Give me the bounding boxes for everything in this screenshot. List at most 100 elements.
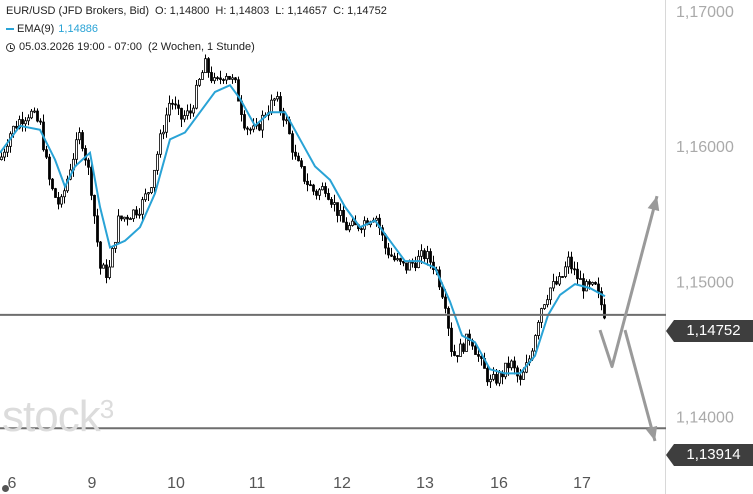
stock3-watermark-logo: stock3 (2, 392, 115, 442)
candle-body (105, 264, 108, 278)
forecast-arrow-head-icon (645, 425, 658, 441)
candle-body (477, 354, 480, 357)
candle-body (573, 268, 576, 271)
candle-body (228, 75, 231, 80)
candle-body (495, 374, 498, 384)
candle-body (315, 190, 318, 196)
candle-body (513, 360, 516, 369)
candle-body (390, 254, 393, 257)
candle-body (558, 276, 561, 285)
x-tick-label: 17 (573, 475, 591, 492)
candle-body (312, 184, 315, 192)
candle-body (129, 218, 132, 221)
candle-body (399, 258, 402, 262)
ema-value: 1,14886 (58, 23, 99, 35)
x-tick-label: 6 (8, 475, 17, 492)
candle-body (144, 193, 147, 201)
candle-body (6, 145, 9, 153)
legend-ema-row[interactable]: EMA(9) 1,14886 (6, 20, 387, 38)
candle-body (276, 96, 279, 100)
candle-body (252, 125, 255, 130)
candle-body (567, 256, 570, 268)
candle-body (111, 248, 114, 268)
forecast-arrow-head-icon (647, 196, 660, 212)
high-label: H: (215, 5, 227, 17)
candle-body (219, 77, 222, 80)
candle-body (27, 117, 30, 122)
candle-body (570, 256, 573, 270)
candle-body (222, 79, 225, 81)
candle-body (522, 371, 525, 380)
candle-body (45, 149, 48, 158)
candle-body (243, 114, 246, 129)
candle-body (420, 250, 423, 257)
candle-body (507, 362, 510, 369)
candle-body (447, 307, 450, 329)
candle-body (60, 196, 63, 205)
candle-body (534, 335, 537, 352)
candle-body (15, 125, 18, 129)
candle-body (498, 372, 501, 384)
x-tick-label: 16 (490, 475, 508, 492)
candle-body (294, 151, 297, 157)
candle-body (348, 225, 351, 231)
candle-body (261, 114, 264, 131)
candle-body (153, 169, 156, 188)
candle-body (303, 166, 306, 182)
candle-body (24, 120, 27, 125)
candle-body (342, 209, 345, 223)
candle-body (453, 351, 456, 356)
candle-body (351, 220, 354, 226)
candle-body (411, 261, 414, 264)
candle-body (249, 128, 252, 131)
forecast-arrow-shaft (623, 329, 657, 442)
candle-body (234, 77, 237, 81)
candle-body (597, 283, 600, 292)
candles (0, 54, 606, 388)
candle-body (120, 215, 123, 220)
candle-body (504, 362, 507, 378)
open-label: O: (155, 5, 167, 17)
candle-body (132, 209, 135, 220)
x-tick-label: 12 (333, 475, 351, 492)
candle-body (282, 110, 285, 121)
price-axis-ticks: 1,14000 1,15000 1,16000 1,17000 (676, 4, 734, 427)
candle-body (30, 110, 33, 119)
candle-body (582, 278, 585, 292)
candle-body (135, 209, 138, 216)
candle-body (459, 343, 462, 357)
candle-body (291, 133, 294, 153)
current-price-tag: 1,14752 (666, 320, 753, 342)
candle-body (87, 159, 90, 168)
candle-body (402, 260, 405, 264)
legend-period-row: 05.03.2026 19:00 - 07:00 (2 Wochen, 1 St… (6, 38, 387, 56)
candle-body (285, 119, 288, 122)
close-value: 1,14752 (347, 5, 387, 17)
x-tick-label: 10 (167, 475, 185, 492)
period-label: 05.03.2026 19:00 - 07:00 (19, 41, 142, 53)
candle-body (81, 132, 84, 149)
candle-body (516, 367, 519, 377)
candle-body (84, 148, 87, 161)
candle-body (423, 250, 426, 260)
candle-body (48, 156, 51, 180)
candle-body (408, 261, 411, 271)
candle-body (486, 368, 489, 383)
candle-body (36, 110, 39, 122)
y-tick-label: 1,15000 (676, 274, 734, 291)
candle-body (327, 193, 330, 200)
chart-legend: EUR/USD (JFD Brokers, Bid) O: 1,14800 H:… (6, 2, 387, 56)
candle-body (594, 282, 597, 285)
candle-body (117, 215, 120, 243)
candle-body (300, 160, 303, 167)
high-value: 1,14803 (229, 5, 270, 17)
candle-body (174, 103, 177, 106)
candle-body (93, 194, 96, 217)
candle-body (474, 345, 477, 355)
candle-body (297, 155, 300, 162)
watermark-sup: 3 (99, 394, 115, 424)
ema-label: EMA(9) (17, 23, 55, 35)
candle-body (462, 343, 465, 352)
candle-body (561, 276, 564, 278)
